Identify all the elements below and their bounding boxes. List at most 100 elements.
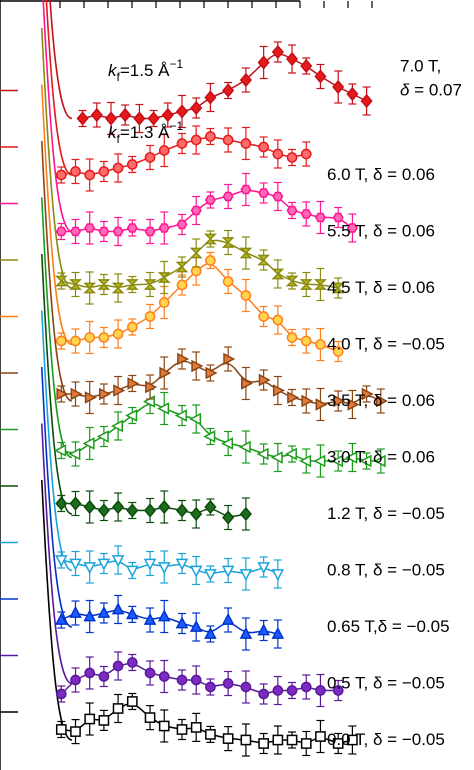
data-point: [55, 724, 67, 735]
data-point: [97, 503, 110, 518]
data-point: [157, 609, 171, 622]
data-point: [284, 447, 297, 461]
data-point: [331, 282, 345, 294]
data-point: [346, 86, 359, 102]
data-point: [332, 346, 344, 357]
data-point: [272, 314, 284, 326]
annotation-kf-1.3: kf=1.3 Å−1: [108, 119, 183, 146]
data-point: [315, 731, 326, 742]
low-q-tail: [45, 0, 73, 176]
series-label: 1.2 T, δ = −0.05: [327, 504, 445, 523]
data-point: [104, 111, 118, 126]
data-point: [97, 605, 111, 618]
low-q-tail: [40, 140, 73, 402]
data-point: [55, 169, 67, 181]
data-point: [82, 437, 95, 450]
data-point: [69, 279, 82, 290]
series-3.5T: [56, 346, 388, 422]
low-q-tail: [40, 423, 73, 685]
data-point: [205, 255, 216, 266]
data-point: [69, 496, 82, 511]
data-point: [205, 729, 216, 740]
data-point: [112, 499, 125, 515]
data-point: [158, 145, 170, 156]
data-point: [54, 444, 67, 457]
data-point: [191, 359, 204, 373]
data-point: [111, 282, 125, 294]
data-point: [190, 674, 202, 686]
data-point: [221, 437, 234, 450]
data-point: [175, 616, 189, 629]
data-point: [189, 247, 203, 259]
data-point: [126, 223, 138, 233]
data-point: [176, 219, 188, 230]
data-point: [286, 205, 298, 216]
data-point: [98, 332, 110, 343]
series-label: 4.5 T, δ = 0.06: [327, 278, 435, 297]
data-point: [158, 720, 170, 732]
data-point: [158, 223, 170, 233]
data-point: [144, 503, 157, 518]
data-point: [203, 430, 216, 443]
data-point: [147, 111, 160, 126]
data-point: [272, 734, 284, 746]
data-point: [144, 311, 156, 322]
data-point: [126, 696, 138, 707]
data-points: [54, 41, 388, 757]
data-point: [221, 565, 235, 578]
data-point: [258, 373, 271, 387]
data-point: [97, 558, 111, 571]
data-point: [54, 275, 68, 287]
data-point: [119, 107, 132, 123]
data-point: [127, 377, 140, 390]
data-point: [331, 454, 344, 468]
series-label: 0.0 T, δ = −0.05: [327, 730, 445, 749]
data-point: [315, 398, 328, 411]
data-point: [360, 93, 373, 109]
data-point: [347, 734, 358, 746]
data-point: [113, 384, 126, 397]
data-point: [84, 169, 96, 181]
data-point: [70, 674, 81, 686]
data-point: [144, 667, 156, 679]
series-0.0T: [55, 692, 358, 757]
data-point: [174, 409, 187, 422]
data-point: [240, 290, 252, 301]
series-label: 4.0 T, δ = −0.05: [327, 335, 445, 354]
data-point: [258, 141, 269, 153]
data-point: [257, 254, 271, 266]
data-point: [239, 626, 253, 639]
data-point: [111, 602, 125, 615]
data-point: [175, 558, 189, 571]
data-point: [189, 412, 202, 426]
data-point: [223, 352, 236, 366]
data-point: [189, 565, 203, 578]
data-point: [70, 387, 83, 401]
data-point: [239, 506, 252, 522]
data-point: [300, 58, 313, 74]
series-0.5T: [55, 651, 344, 708]
data-point: [98, 226, 110, 237]
data-point: [176, 138, 188, 149]
data-point: [97, 279, 111, 290]
data-point: [286, 51, 299, 67]
data-point: [272, 384, 285, 397]
data-point: [346, 223, 358, 233]
data-point: [271, 268, 285, 280]
data-point: [239, 72, 252, 88]
data-point: [299, 454, 312, 468]
data-point: [98, 715, 110, 726]
data-point: [300, 738, 312, 749]
series-6.0T: [55, 125, 312, 192]
data-point: [175, 104, 189, 119]
data-point: [112, 328, 124, 340]
data-point: [126, 565, 139, 578]
data-point: [112, 162, 124, 174]
data-point: [332, 738, 344, 749]
data-point: [238, 440, 251, 454]
data-point: [240, 138, 252, 149]
data-point: [126, 159, 138, 170]
data-point: [222, 134, 234, 146]
low-q-tail: [40, 27, 73, 289]
